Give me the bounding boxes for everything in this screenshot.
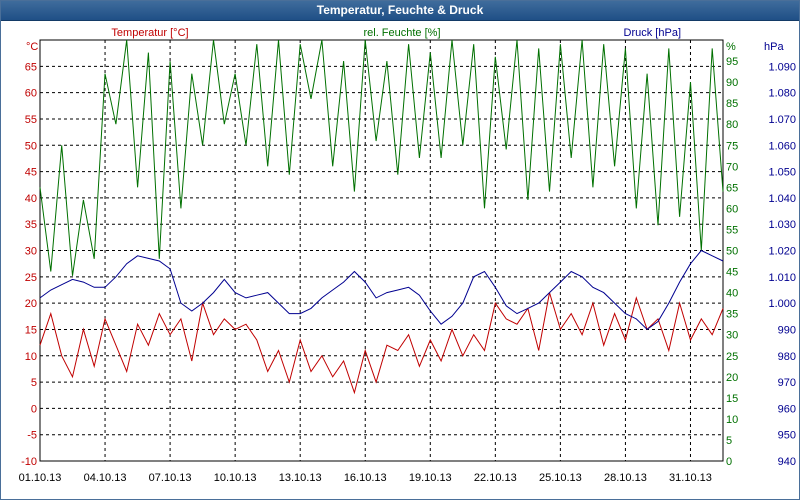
title-bar: Temperatur, Feuchte & Druck <box>1 1 799 21</box>
humidity-tick-label: 65 <box>726 182 738 194</box>
pressure-tick-label: 1.050 <box>768 167 796 179</box>
temperature-tick-label: 45 <box>25 167 37 179</box>
pressure-tick-label: 940 <box>778 456 796 468</box>
pressure-tick-label: 1.000 <box>768 298 796 310</box>
temperature-tick-label: 10 <box>25 351 37 363</box>
temperature-tick-label: 20 <box>25 298 37 310</box>
x-tick-label: 25.10.13 <box>539 472 582 484</box>
temperature-tick-label: 60 <box>25 88 37 100</box>
pressure-tick-label: 1.040 <box>768 193 796 205</box>
pressure-series-line <box>39 249 724 331</box>
legend-pressure: Druck [hPa] <box>624 27 681 39</box>
x-tick-label: 04.10.13 <box>84 472 127 484</box>
pressure-tick-label: 960 <box>778 403 796 415</box>
pressure-tick-label: 1.080 <box>768 88 796 100</box>
x-tick-label: 13.10.13 <box>279 472 322 484</box>
pressure-tick-label: 980 <box>778 351 796 363</box>
temperature-tick-label: 50 <box>25 140 37 152</box>
temperature-tick-label: 40 <box>25 193 37 205</box>
pressure-tick-label: 1.070 <box>768 114 796 126</box>
humidity-series-line <box>39 39 724 276</box>
humidity-unit-label: % <box>726 41 736 53</box>
humidity-tick-label: 5 <box>726 435 732 447</box>
pressure-tick-label: 950 <box>778 430 796 442</box>
x-tick-label: 28.10.13 <box>604 472 647 484</box>
pressure-tick-label: 970 <box>778 377 796 389</box>
temperature-tick-label: -10 <box>21 456 37 468</box>
pressure-tick-label: 1.030 <box>768 219 796 231</box>
temperature-tick-label: 0 <box>31 403 37 415</box>
humidity-tick-label: 80 <box>726 119 738 131</box>
humidity-tick-label: 55 <box>726 224 738 236</box>
temperature-tick-label: 65 <box>25 61 37 73</box>
humidity-tick-label: 50 <box>726 246 738 258</box>
humidity-tick-label: 60 <box>726 203 738 215</box>
temperature-tick-label: 55 <box>25 114 37 126</box>
x-tick-label: 07.10.13 <box>149 472 192 484</box>
x-tick-label: 16.10.13 <box>344 472 387 484</box>
humidity-tick-label: 75 <box>726 140 738 152</box>
temperature-tick-label: 30 <box>25 246 37 258</box>
x-tick-label: 10.10.13 <box>214 472 257 484</box>
x-tick-label: 19.10.13 <box>409 472 452 484</box>
pressure-tick-label: 990 <box>778 324 796 336</box>
humidity-tick-label: 15 <box>726 393 738 405</box>
temperature-tick-label: 25 <box>25 272 37 284</box>
humidity-tick-label: 90 <box>726 77 738 89</box>
temperature-tick-label: 15 <box>25 324 37 336</box>
pressure-tick-label: 1.010 <box>768 272 796 284</box>
humidity-tick-label: 85 <box>726 98 738 110</box>
x-tick-label: 01.10.13 <box>19 472 62 484</box>
humidity-tick-label: 35 <box>726 309 738 321</box>
chart-title: Temperatur, Feuchte & Druck <box>316 3 484 17</box>
pressure-unit-label: hPa <box>764 41 784 53</box>
temperature-series-line <box>39 292 724 395</box>
pressure-tick-label: 1.090 <box>768 61 796 73</box>
humidity-tick-label: 95 <box>726 56 738 68</box>
humidity-tick-label: 30 <box>726 330 738 342</box>
pressure-tick-label: 1.020 <box>768 246 796 258</box>
humidity-tick-label: 20 <box>726 372 738 384</box>
humidity-tick-label: 10 <box>726 414 738 426</box>
legend-temperature: Temperatur [°C] <box>111 27 188 39</box>
humidity-tick-label: 40 <box>726 288 738 300</box>
humidity-tick-label: 70 <box>726 161 738 173</box>
humidity-tick-label: 0 <box>726 456 732 468</box>
humidity-tick-label: 45 <box>726 267 738 279</box>
x-tick-label: 22.10.13 <box>474 472 517 484</box>
humidity-tick-label: 25 <box>726 351 738 363</box>
temperature-unit-label: °C <box>26 41 38 53</box>
pressure-tick-label: 1.060 <box>768 140 796 152</box>
temperature-tick-label: 35 <box>25 219 37 231</box>
legend-humidity: rel. Feuchte [%] <box>363 27 440 39</box>
temperature-tick-label: 5 <box>31 377 37 389</box>
x-tick-label: 31.10.13 <box>669 472 712 484</box>
temperature-tick-label: -5 <box>27 430 37 442</box>
